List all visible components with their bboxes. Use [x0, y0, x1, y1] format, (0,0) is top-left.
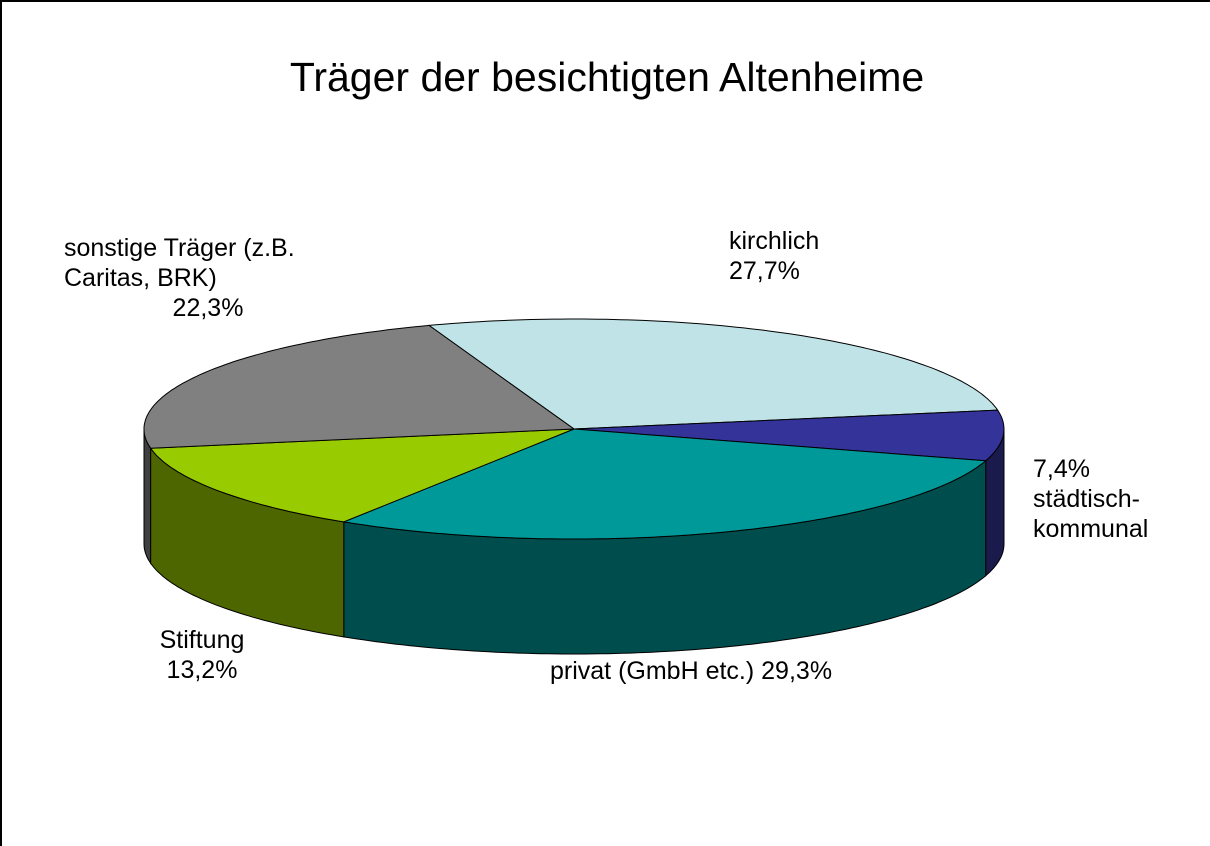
- slice-value-label: 27,7%: [729, 257, 800, 285]
- slice-value-label: 13,2%: [166, 656, 238, 684]
- chart-title: Träger der besichtigten Altenheime: [289, 54, 925, 100]
- slice-category: städtisch-kommunal: [1033, 485, 1149, 543]
- slice-label: Stiftung 13,2%: [122, 625, 282, 685]
- slice-label: sonstige Träger (z.B. Caritas, BRK) 22,3%: [64, 233, 352, 323]
- slice: [573, 409, 1005, 462]
- slice-category: kirchlich: [729, 227, 820, 255]
- slice: [341, 428, 987, 540]
- slice-side: [143, 428, 152, 565]
- slice-label: kirchlich 27,7%: [729, 226, 929, 286]
- slice: [427, 318, 999, 430]
- slice: [143, 324, 576, 449]
- slice-category: Stiftung: [159, 626, 245, 654]
- slice-category: privat (GmbH etc.): [550, 657, 755, 685]
- slice-label: privat (GmbH etc.) 29,3%: [550, 656, 970, 686]
- slice-value-label: 29,3%: [761, 657, 833, 685]
- slice-value-label: 7,4%: [1033, 455, 1090, 483]
- slice-label: 7,4% städtisch-kommunal: [1033, 454, 1173, 544]
- slice-value-label: 22,3%: [172, 294, 244, 322]
- slice: [149, 428, 575, 523]
- slice-category: sonstige Träger (z.B. Caritas, BRK): [64, 234, 295, 292]
